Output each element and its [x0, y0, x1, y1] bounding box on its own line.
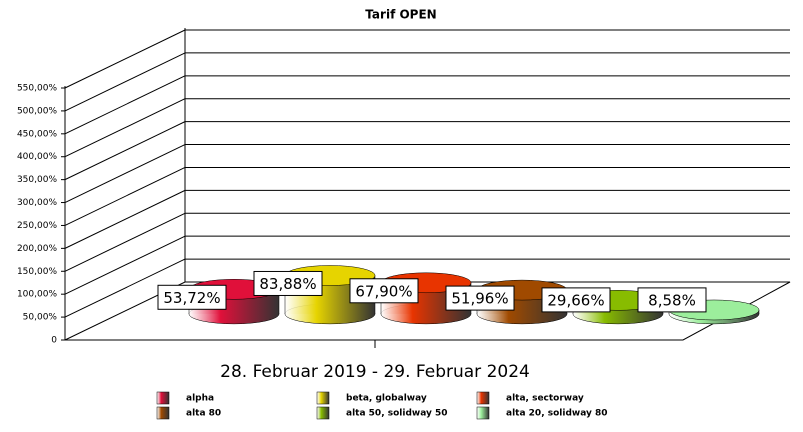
legend-label: beta, globalway — [346, 394, 427, 404]
y-tick-label: 250,00% — [17, 221, 57, 231]
legend-swatch — [316, 406, 330, 420]
y-tick-label: 0 — [51, 336, 57, 346]
value-label-box — [541, 287, 611, 313]
value-label-box — [253, 270, 323, 296]
legend-swatch — [476, 406, 490, 420]
grid-line — [64, 212, 186, 272]
grid-line — [64, 52, 186, 112]
grid-line — [64, 29, 186, 89]
grid-line — [64, 258, 186, 318]
value-label: 29,66% — [547, 291, 604, 309]
legend-swatch — [156, 391, 170, 405]
y-tick-label: 300,00% — [17, 198, 57, 208]
y-tick-label: 150,00% — [17, 267, 57, 277]
legend-label: alta, sectorway — [506, 394, 584, 404]
legend-swatch — [156, 406, 170, 420]
y-tick-label: 100,00% — [17, 290, 57, 300]
legend-swatch — [316, 391, 330, 405]
value-label: 83,88% — [259, 275, 316, 293]
grid-line — [64, 75, 186, 135]
y-tick-label: 550,00% — [17, 84, 57, 94]
grid-line — [64, 144, 186, 203]
legend-swatch — [476, 391, 490, 405]
value-label: 51,96% — [451, 290, 508, 308]
y-tick-label: 400,00% — [17, 152, 57, 162]
legend-label: alta 50, solidway 50 — [346, 409, 448, 419]
value-label-box — [157, 284, 227, 310]
grid-line — [64, 167, 186, 226]
y-tick-label: 50,00% — [23, 313, 58, 323]
value-label-box — [445, 285, 515, 311]
value-label-box — [637, 287, 707, 313]
x-category-label: 28. Februar 2019 - 29. Februar 2024 — [220, 362, 530, 382]
grid-line — [64, 121, 186, 181]
chart-title: Tarif OPEN — [365, 8, 436, 22]
y-tick-label: 450,00% — [17, 129, 57, 139]
y-tick-label: 500,00% — [17, 106, 57, 116]
y-tick-label: 350,00% — [17, 175, 57, 185]
grid-line — [64, 189, 186, 249]
grid-line — [64, 98, 186, 158]
value-label: 8,58% — [648, 291, 696, 309]
value-label-box — [349, 278, 419, 304]
value-label: 67,90% — [355, 282, 412, 300]
legend-label: alta 20, solidway 80 — [506, 409, 608, 419]
y-tick-label: 200,00% — [17, 244, 57, 254]
legend-label: alta 80 — [186, 409, 221, 419]
grid-line — [64, 235, 186, 295]
legend-label: alpha — [186, 394, 214, 404]
value-label: 53,72% — [163, 289, 220, 307]
